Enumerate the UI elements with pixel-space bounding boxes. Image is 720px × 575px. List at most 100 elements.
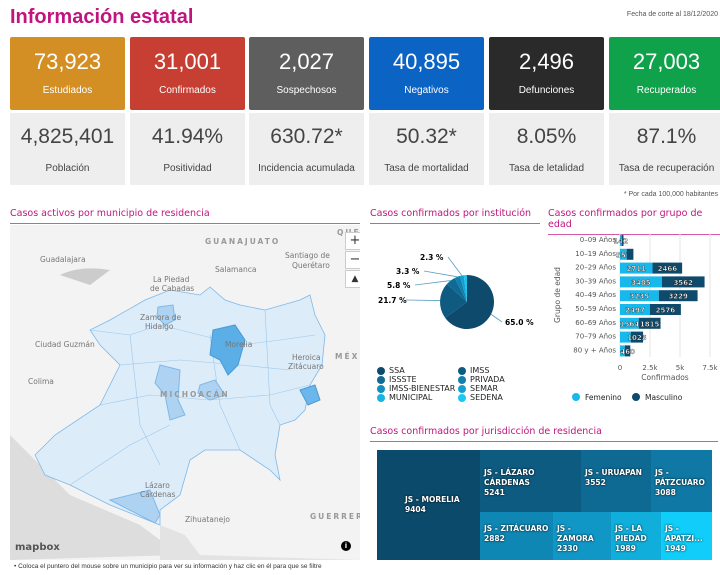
legend-item[interactable]: SSA xyxy=(377,366,405,375)
bar-femenino[interactable] xyxy=(620,235,622,246)
pie-slice[interactable] xyxy=(454,275,467,302)
treemap-value: 3552 xyxy=(585,477,606,487)
legend-item[interactable]: SEMAR xyxy=(458,384,498,393)
y-tick-label: 40–49 Años xyxy=(575,291,616,299)
legend-item[interactable]: IMSS xyxy=(458,366,489,375)
map-label: MICHOACÁN xyxy=(160,390,230,399)
pie-slice[interactable] xyxy=(445,275,494,329)
stat-label: Recuperados xyxy=(636,85,697,96)
stat-sub-label: Incidencia acumulada xyxy=(258,163,355,174)
bar-data-label: 142 xyxy=(614,238,629,246)
bar-masculino[interactable] xyxy=(652,262,683,274)
bar-masculino[interactable] xyxy=(649,304,681,315)
treemap-value: 3088 xyxy=(655,487,676,497)
map-canvas xyxy=(10,268,360,560)
stat-sub-label: Tasa de recuperación xyxy=(618,163,715,174)
info-icon[interactable]: i xyxy=(341,541,351,551)
bar-data-label: 1023 xyxy=(627,334,647,342)
stat-sub-value: 630.72* xyxy=(270,125,343,148)
pie-slice[interactable] xyxy=(446,277,467,302)
legend-item[interactable]: ISSSTE xyxy=(377,375,417,384)
stat-label: Sospechosos xyxy=(276,85,337,96)
treemap-cell[interactable]: JS - MORELIA 9404 xyxy=(377,450,480,560)
treemap-cell[interactable]: JS - APATZI... 1949 xyxy=(661,512,712,560)
bar-masculino[interactable] xyxy=(658,290,698,302)
footnote: * Por cada 100,000 habitantes xyxy=(623,191,718,198)
map[interactable]: GUANAJUATO Guadalajara Santiago de Querétar… xyxy=(10,225,360,560)
bar-femenino[interactable] xyxy=(620,331,631,343)
map-label: Santiago de xyxy=(285,251,330,260)
treemap-value: 1989 xyxy=(615,543,636,553)
bar-femenino[interactable] xyxy=(620,345,625,357)
treemap-label: JS - LÁZARO CÁRDENAS xyxy=(484,468,535,487)
stat-label: Defunciones xyxy=(518,85,575,96)
map-label: Cárdenas xyxy=(140,490,176,499)
bar-masculino[interactable] xyxy=(630,331,644,343)
legend-item[interactable]: MUNICIPAL xyxy=(377,393,432,402)
mapbox-logo[interactable]: mapbox xyxy=(15,542,60,553)
zoom-out-button[interactable]: − xyxy=(345,251,360,269)
stat-value: 2,027 xyxy=(278,49,335,74)
age-chart-title: Casos confirmados por grupo de edad xyxy=(548,208,720,235)
treemap-cell[interactable]: JS - URUAPAN 3552 xyxy=(581,450,651,512)
bar-femenino[interactable] xyxy=(620,304,650,315)
legend-dot-icon xyxy=(377,366,385,375)
map-label: Zihuatanejo xyxy=(185,515,230,524)
compass-button[interactable]: ▲ xyxy=(345,270,360,288)
stat-value: 31,001 xyxy=(153,49,222,74)
bar-masculino[interactable] xyxy=(621,235,624,246)
bar-masculino[interactable] xyxy=(661,276,705,288)
bar-femenino[interactable] xyxy=(620,317,639,329)
map-label: de Cabadas xyxy=(150,284,195,293)
map-hint: • Coloca el puntero del mouse sobre un m… xyxy=(14,563,322,570)
bar-femenino[interactable] xyxy=(620,276,662,288)
map-label: Colima xyxy=(28,377,54,386)
stat-card-3: 40,895 Negativos 50.32* Tasa de mortalidad xyxy=(369,37,484,185)
treemap-value: 9404 xyxy=(405,504,426,514)
pie-slice[interactable] xyxy=(459,275,467,302)
treemap-label: JS - LA PIEDAD xyxy=(615,524,647,543)
legend-label[interactable]: Femenino xyxy=(585,393,622,402)
legend-label[interactable]: Masculino xyxy=(645,393,683,402)
treemap-label: JS - MORELIA xyxy=(405,495,460,504)
y-tick-label: 70–79 Años xyxy=(575,333,616,341)
bar-femenino[interactable] xyxy=(620,262,653,274)
zoom-in-button[interactable]: + xyxy=(345,232,360,250)
map-label: Guadalajara xyxy=(40,255,86,264)
treemap-cell[interactable]: JS - LA PIEDAD 1989 xyxy=(611,512,661,560)
pie-slice[interactable] xyxy=(463,275,467,302)
stat-value: 2,496 xyxy=(518,49,575,74)
bar-masculino[interactable] xyxy=(638,317,661,329)
map-label: Querétaro xyxy=(292,261,330,270)
x-tick-label: 0 xyxy=(618,364,622,372)
treemap-value: 2330 xyxy=(557,543,578,553)
pie-data-label: 21.7 % xyxy=(378,296,407,305)
pie-slice[interactable] xyxy=(440,283,467,318)
map-label: Zamora de xyxy=(140,313,182,322)
institution-pie-chart: 65.0 % 21.7 % 5.8 % 3.3 %2.3 % xyxy=(378,253,534,329)
pie-data-label: 5.8 % xyxy=(387,281,411,290)
legend-item[interactable]: IMSS-BIENESTAR xyxy=(377,384,455,393)
legend-dot-icon xyxy=(458,366,466,375)
treemap-cell[interactable]: JS - PÁTZCUARO 3088 xyxy=(651,450,712,512)
legend-item[interactable]: SEDENA xyxy=(458,393,503,402)
bar-data-label: 2466 xyxy=(658,265,678,273)
stat-card-2: 2,027 Sospechosos 630.72* Incidencia acumul… xyxy=(249,37,364,185)
treemap-cell[interactable]: JS - LÁZARO CÁRDENAS 5241 xyxy=(480,450,581,512)
bar-masculino[interactable] xyxy=(626,248,634,260)
stat-value: 40,895 xyxy=(392,49,461,74)
bar-femenino[interactable] xyxy=(620,248,627,260)
bar-masculino[interactable] xyxy=(624,345,631,357)
stat-card-1: 31,001 Confirmados 41.94% Positividad xyxy=(130,37,245,185)
legend-item[interactable]: PRIVADA xyxy=(458,375,505,384)
legend-label: SSA xyxy=(389,366,405,375)
cutoff-date: Fecha de corte al 18/12/2020 xyxy=(626,11,718,18)
bar-femenino[interactable] xyxy=(620,290,659,302)
y-tick-label: 0–09 Años xyxy=(580,236,617,244)
map-label: GUERRERO xyxy=(310,512,360,521)
treemap-cell[interactable]: JS - ZITÁCUARO 2882 xyxy=(480,512,553,560)
stat-label: Negativos xyxy=(404,85,449,96)
treemap-label: JS - ZITÁCUARO xyxy=(484,524,549,533)
treemap-cell[interactable]: JS - ZAMORA 2330 xyxy=(553,512,611,560)
treemap-label: JS - APATZI... xyxy=(665,524,703,543)
